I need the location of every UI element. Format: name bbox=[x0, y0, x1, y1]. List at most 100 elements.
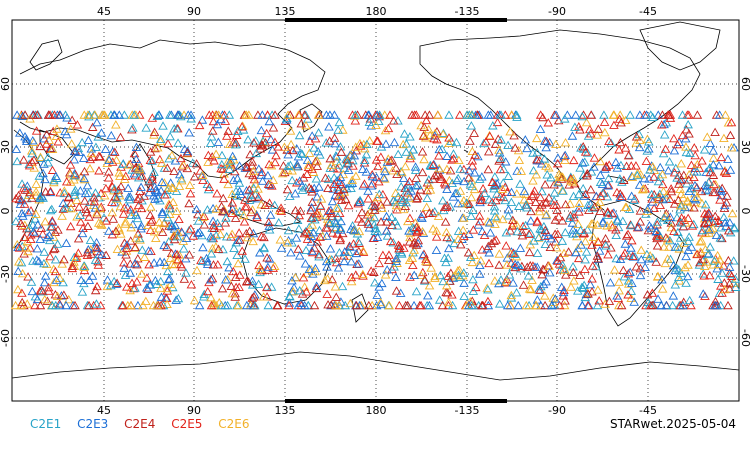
station-triangle-marker bbox=[123, 192, 134, 201]
station-triangle-marker bbox=[242, 300, 252, 310]
station-triangle-marker bbox=[162, 266, 173, 276]
station-triangle-marker bbox=[548, 293, 559, 302]
station-triangle-marker bbox=[302, 169, 312, 178]
station-triangle-marker bbox=[93, 132, 103, 141]
station-triangle-marker bbox=[379, 110, 390, 119]
station-triangle-marker bbox=[353, 236, 364, 246]
station-triangle-marker bbox=[646, 110, 656, 119]
station-triangle-marker bbox=[593, 254, 604, 263]
station-triangle-marker bbox=[83, 135, 94, 144]
station-triangle-marker bbox=[333, 185, 344, 194]
station-triangle-marker bbox=[477, 172, 487, 181]
station-triangle-marker bbox=[428, 224, 438, 233]
station-triangle-marker bbox=[631, 161, 641, 170]
station-triangle-marker bbox=[78, 153, 89, 162]
station-triangle-marker bbox=[369, 233, 379, 242]
station-triangle-marker bbox=[560, 155, 570, 165]
station-triangle-marker bbox=[163, 274, 174, 284]
station-triangle-marker bbox=[302, 234, 313, 243]
station-triangle-marker bbox=[164, 274, 175, 283]
station-triangle-marker bbox=[134, 193, 145, 202]
station-triangle-marker bbox=[599, 110, 609, 119]
station-triangle-marker bbox=[605, 278, 616, 287]
station-triangle-marker bbox=[101, 216, 112, 225]
station-triangle-marker bbox=[580, 264, 590, 273]
station-triangle-marker bbox=[386, 212, 397, 221]
station-triangle-marker bbox=[93, 260, 104, 269]
station-triangle-marker bbox=[641, 156, 652, 166]
station-triangle-marker bbox=[276, 203, 286, 212]
station-triangle-marker bbox=[551, 243, 562, 252]
station-triangle-marker bbox=[106, 130, 117, 140]
station-triangle-marker bbox=[220, 275, 231, 284]
station-triangle-marker bbox=[409, 110, 420, 119]
station-triangle-marker bbox=[17, 179, 27, 188]
station-triangle-marker bbox=[435, 270, 446, 280]
station-triangle-marker bbox=[253, 192, 264, 201]
station-triangle-marker bbox=[133, 158, 144, 168]
station-triangle-marker bbox=[545, 242, 556, 252]
station-triangle-marker bbox=[94, 193, 104, 202]
station-triangle-marker bbox=[618, 265, 629, 275]
station-triangle-marker bbox=[643, 225, 654, 235]
station-triangle-marker bbox=[560, 199, 571, 209]
station-triangle-marker bbox=[464, 199, 475, 208]
station-triangle-marker bbox=[207, 273, 218, 283]
station-triangle-marker bbox=[209, 223, 219, 232]
station-triangle-marker bbox=[717, 288, 727, 297]
station-triangle-marker bbox=[543, 230, 554, 240]
station-triangle-marker bbox=[388, 116, 399, 125]
station-triangle-marker bbox=[573, 219, 583, 229]
station-triangle-marker bbox=[330, 218, 341, 228]
station-triangle-marker bbox=[413, 238, 423, 248]
station-triangle-marker bbox=[494, 260, 504, 269]
station-triangle-marker bbox=[490, 211, 500, 221]
station-triangle-marker bbox=[656, 300, 666, 310]
station-triangle-marker bbox=[61, 177, 72, 186]
station-triangle-marker bbox=[566, 172, 576, 181]
station-triangle-marker bbox=[359, 179, 370, 188]
station-triangle-marker bbox=[18, 155, 29, 164]
station-triangle-marker bbox=[49, 110, 60, 119]
station-triangle-marker bbox=[168, 197, 178, 206]
station-triangle-marker bbox=[665, 194, 675, 203]
station-triangle-marker bbox=[299, 110, 310, 119]
station-triangle-marker bbox=[492, 189, 502, 198]
station-triangle-marker bbox=[719, 167, 730, 176]
station-triangle-marker bbox=[197, 170, 208, 180]
station-triangle-marker bbox=[258, 292, 269, 301]
station-triangle-marker bbox=[43, 152, 53, 161]
station-triangle-marker bbox=[125, 268, 136, 277]
station-triangle-marker bbox=[713, 274, 723, 283]
station-triangle-marker bbox=[206, 249, 217, 258]
station-triangle-marker bbox=[380, 174, 390, 183]
top-lon-label-45: 45 bbox=[97, 5, 111, 18]
station-triangle-marker bbox=[157, 207, 168, 216]
station-triangle-marker bbox=[104, 154, 114, 163]
station-triangle-marker bbox=[264, 180, 275, 189]
station-triangle-marker bbox=[206, 275, 216, 284]
station-triangle-marker bbox=[551, 139, 561, 148]
station-triangle-marker bbox=[553, 211, 564, 221]
station-triangle-marker bbox=[566, 282, 576, 291]
station-triangle-marker bbox=[287, 238, 297, 247]
station-triangle-marker bbox=[357, 207, 367, 217]
station-triangle-marker bbox=[662, 234, 673, 243]
station-triangle-marker bbox=[315, 150, 325, 159]
station-triangle-marker bbox=[198, 175, 208, 184]
station-triangle-marker bbox=[138, 300, 148, 310]
station-triangle-marker bbox=[441, 287, 451, 297]
station-triangle-marker bbox=[623, 150, 634, 160]
station-triangle-marker bbox=[631, 262, 642, 271]
station-triangle-marker bbox=[615, 137, 626, 147]
station-triangle-marker bbox=[518, 280, 529, 289]
station-triangle-marker bbox=[84, 275, 95, 285]
station-triangle-marker bbox=[231, 137, 241, 147]
station-triangle-marker bbox=[521, 200, 531, 209]
station-triangle-marker bbox=[261, 128, 272, 138]
station-triangle-marker bbox=[310, 263, 321, 273]
station-triangle-marker bbox=[197, 115, 208, 124]
station-triangle-marker bbox=[227, 189, 237, 198]
station-triangle-marker bbox=[284, 300, 294, 310]
station-triangle-marker bbox=[216, 114, 226, 124]
